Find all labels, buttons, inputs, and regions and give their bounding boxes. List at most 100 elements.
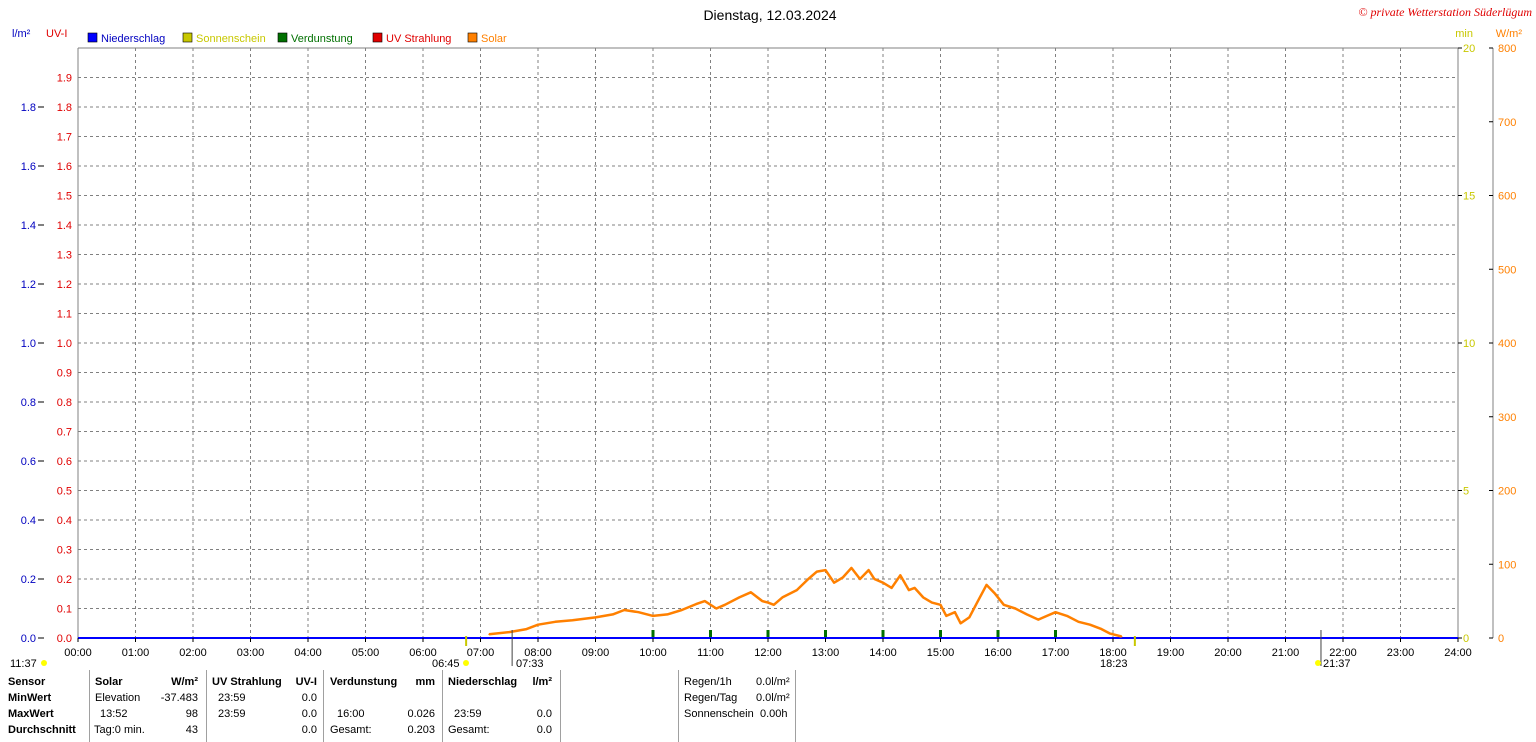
header-solar: Solar [95, 676, 123, 688]
series-point-58 [1109, 632, 1111, 635]
row-min-solar-val: -37.483 [160, 692, 198, 704]
solar-tick-label-0: 0 [1498, 633, 1504, 645]
solar-tick-label-7: 700 [1498, 117, 1516, 129]
min-tick-label-2: 10 [1463, 338, 1475, 350]
uv-tick-label-9: 0.9 [57, 368, 72, 380]
summary-value-rainday: 0.0l/m² [756, 692, 790, 704]
row-min-label: MinWert [8, 692, 52, 704]
left1-unit-label: l/m² [12, 28, 31, 40]
series-point-26 [824, 569, 827, 571]
series-point-49 [1014, 607, 1017, 610]
series-point-44 [968, 616, 971, 619]
rain-tick-label-5: 1.0 [21, 338, 36, 350]
rain-tick-label-7: 1.4 [21, 220, 36, 232]
legend-swatch-0 [87, 32, 98, 43]
row-max-verd-time: 16:00 [337, 708, 365, 720]
series-point-8 [623, 609, 626, 611]
series-point-42 [954, 611, 956, 613]
dawn-label: 07:33 [516, 658, 544, 670]
rain-tick-label-9: 1.8 [21, 102, 36, 114]
verdunstung-mark-3 [824, 630, 827, 637]
x-tick-label-16: 16:00 [984, 647, 1012, 659]
series-point-43 [959, 622, 962, 625]
series-point-54 [1066, 615, 1068, 617]
series-point-36 [908, 589, 910, 591]
series-point-7 [611, 613, 614, 616]
uv-tick-label-1: 0.1 [57, 604, 72, 616]
series-layer [488, 566, 1123, 638]
solar-tick-label-3: 300 [1498, 412, 1516, 424]
series-point-28 [841, 576, 844, 579]
x-tick-label-15: 15:00 [927, 647, 955, 659]
uv-tick-label-3: 0.3 [57, 545, 72, 557]
legend-swatch-3 [372, 32, 383, 43]
series-point-35 [899, 574, 902, 577]
series-point-45 [977, 600, 979, 602]
series-point-2 [525, 628, 528, 630]
x-tick-label-0: 00:00 [64, 647, 92, 659]
header-sensor: Sensor [8, 676, 46, 688]
row-avg-verd-val: 0.203 [407, 724, 435, 736]
verdunstung-mark-1 [709, 630, 712, 637]
solar-tick-label-2: 200 [1498, 486, 1516, 498]
legend-label-0: Niederschlag [101, 33, 165, 45]
legend-label-2: Verdunstung [291, 33, 353, 45]
series-point-31 [867, 569, 870, 571]
header-nied: Niederschlag [448, 676, 518, 688]
x-tick-label-11: 11:00 [697, 647, 724, 659]
series-point-4 [554, 620, 557, 623]
uv-tick-label-0: 0.0 [57, 633, 72, 645]
sunset-label: 18:23 [1100, 658, 1128, 670]
series-point-5 [571, 619, 574, 622]
uv-tick-label-2: 0.2 [57, 574, 72, 586]
row-max-uv-time: 23:59 [218, 708, 246, 720]
header-uv-unit: UV-I [295, 676, 317, 688]
stats-table: Sensor Solar W/m² UV Strahlung UV-I Verd… [0, 670, 1536, 742]
credit-text: © private Wetterstation Süderlügum [1358, 5, 1532, 19]
left2-unit-label: UV-I [46, 28, 67, 40]
x-tick-label-6: 06:00 [409, 647, 437, 659]
series-point-11 [666, 613, 669, 616]
x-tick-label-10: 10:00 [639, 647, 667, 659]
series-point-38 [922, 596, 925, 599]
series-point-48 [1002, 604, 1005, 606]
verdunstung-mark-2 [766, 630, 770, 637]
legend-label-1: Sonnenschein [196, 33, 266, 45]
series-line-solar [488, 566, 1122, 638]
series-point-21 [772, 604, 775, 606]
solar-tick-label-8: 800 [1498, 43, 1516, 55]
row-max-nied-time: 23:59 [454, 708, 482, 720]
series-point-46 [985, 584, 988, 586]
series-point-18 [749, 591, 752, 594]
header-verd-unit: mm [415, 676, 435, 688]
series-point-13 [695, 603, 697, 605]
x-tick-label-21: 21:00 [1272, 647, 1300, 659]
rain-tick-label-0: 0.0 [21, 633, 36, 645]
series-point-12 [680, 609, 683, 611]
series-point-24 [807, 578, 810, 580]
series-point-41 [945, 615, 948, 617]
legend-label-4: Solar [481, 33, 507, 45]
min-tick-label-4: 20 [1463, 43, 1475, 55]
series-point-34 [890, 587, 893, 589]
uv-tick-label-8: 0.8 [57, 397, 72, 409]
series-point-16 [724, 604, 726, 606]
series-point-29 [850, 567, 853, 569]
series-point-22 [781, 596, 784, 599]
solar-tick-label-5: 500 [1498, 264, 1516, 276]
min-tick-label-0: 0 [1463, 633, 1469, 645]
series-point-37 [913, 587, 916, 589]
series-point-19 [761, 600, 764, 602]
series-point-3 [537, 623, 539, 626]
series-point-6 [594, 616, 597, 619]
uv-tick-label-16: 1.6 [57, 161, 72, 173]
series-point-0 [488, 633, 490, 636]
summary-value-sunshine: 0.00h [760, 708, 788, 720]
chart-title: Dienstag, 12.03.2024 [703, 7, 836, 23]
x-tick-label-20: 20:00 [1214, 647, 1242, 659]
solar-tick-label-1: 100 [1498, 559, 1516, 571]
rain-tick-label-3: 0.6 [21, 456, 36, 468]
row-min-uv-time: 23:59 [218, 692, 246, 704]
dusk-icon [1315, 660, 1321, 666]
series-point-30 [859, 578, 861, 580]
